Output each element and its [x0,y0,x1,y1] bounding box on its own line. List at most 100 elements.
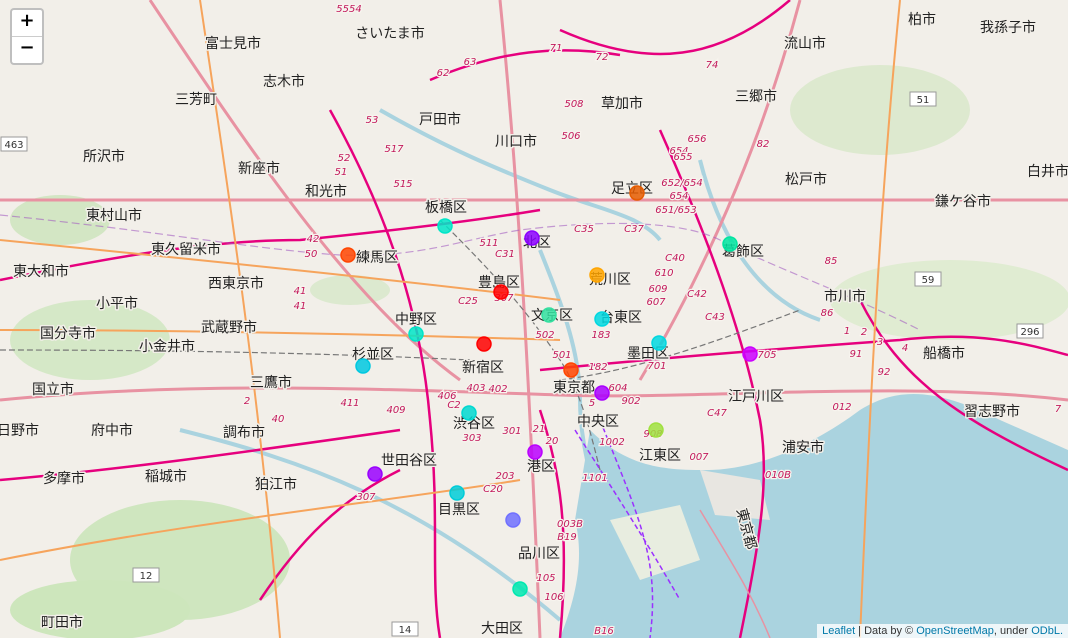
map-circle-marker[interactable] [461,405,477,421]
zoom-out-button[interactable]: − [12,36,42,63]
place-label: 富士見市 [205,35,261,52]
map-circle-marker[interactable] [594,311,610,327]
map-circle-marker[interactable] [651,335,667,351]
place-label: 草加市 [601,95,643,112]
route-number-label: 652/654 [661,178,703,189]
place-label: 東大和市 [13,263,69,280]
place-label: 町田市 [41,614,83,631]
route-number-label: 4 [902,343,908,354]
map-circle-marker[interactable] [563,362,579,378]
route-number-label: 21 [533,424,546,435]
route-shield-label: 463 [4,140,23,151]
place-label: 白井市 [1027,163,1068,180]
place-label: 船橋市 [923,345,965,362]
route-number-label: 607 [646,297,666,308]
place-label: 多摩市 [43,470,85,487]
map-circle-marker[interactable] [629,185,645,201]
map-circle-marker[interactable] [505,512,521,528]
place-label: 日野市 [0,422,39,439]
place-label: 戸田市 [419,111,461,128]
leaflet-link[interactable]: Leaflet [822,625,856,637]
place-label: 板橋区 [425,200,467,216]
place-label: 江東区 [639,448,681,464]
place-label: 志木市 [263,73,305,90]
place-label: さいたま市 [355,25,425,42]
route-shield: 463 [0,136,28,152]
place-label: 狛江市 [255,476,297,493]
route-shield: 14 [391,621,419,637]
place-label: 国分寺市 [40,325,96,342]
place-label: 三芳町 [175,91,217,108]
route-number-label: 517 [384,144,404,155]
map-circle-marker[interactable] [340,247,356,263]
route-number-label: C35 [574,224,594,235]
route-number-label: 5554 [336,4,361,15]
zoom-in-button[interactable]: + [19,10,35,31]
route-number-label: 902 [621,396,640,407]
attribution-under: , under [993,625,1032,637]
map-circle-marker[interactable] [355,358,371,374]
route-number-label: 62 [437,68,450,79]
route-number-label: C47 [707,408,727,419]
map-circle-marker[interactable] [512,581,528,597]
map-circle-marker[interactable] [722,236,738,252]
route-number-label: 303 [462,433,481,444]
place-label: 小平市 [96,295,138,312]
map-circle-marker[interactable] [594,385,610,401]
map-circle-marker[interactable] [367,466,383,482]
map-circle-marker[interactable] [648,422,664,438]
route-number-label: 40 [272,414,285,425]
route-number-label: 203 [495,471,514,482]
route-number-label: 508 [564,99,583,110]
place-label: 練馬区 [356,250,398,266]
route-shield-label: 14 [399,625,412,636]
map-circle-marker[interactable] [493,284,509,300]
route-number-label: 106 [544,592,563,603]
route-number-label: 72 [596,52,609,63]
map-circle-marker[interactable] [524,230,540,246]
map-circle-marker[interactable] [742,346,758,362]
map-circle-marker[interactable] [408,326,424,342]
map-circle-marker[interactable] [589,267,605,283]
place-label: 和光市 [305,183,347,200]
place-label: 中央区 [577,414,619,430]
route-number-label: 402 [488,384,507,395]
route-number-label: 610 [654,268,673,279]
place-label: 調布市 [223,424,265,441]
place-label: 小金井市 [139,338,195,355]
route-number-label: 656 [687,134,706,145]
route-number-label: 409 [386,405,405,416]
place-label: 市川市 [824,288,866,305]
place-label: 東村山市 [86,207,142,224]
route-number-label: 010B [765,470,791,481]
route-number-label: 701 [647,361,666,372]
route-number-label: C31 [495,249,515,260]
place-label: 川口市 [495,133,537,150]
route-number-label: C37 [624,224,644,235]
route-number-label: 7 [1055,404,1062,415]
place-label: 新座市 [238,160,280,177]
route-number-label: 51 [335,167,348,178]
map-circle-marker[interactable] [527,444,543,460]
place-label: 江戸川区 [728,389,784,405]
map-circle-marker[interactable] [476,336,492,352]
route-number-label: 501 [552,350,571,361]
place-label: 新宿区 [462,359,504,376]
place-label: 三郷市 [735,88,777,105]
map-circle-marker[interactable] [541,307,557,323]
map-circle-marker[interactable] [449,485,465,501]
place-label: 我孫子市 [980,19,1036,36]
place-label: 松戸市 [785,171,827,188]
place-label: 流山市 [784,35,826,52]
route-number-label: B19 [557,532,577,543]
route-number-label: 92 [878,367,891,378]
route-shield-label: 12 [140,571,153,582]
place-label: 府中市 [91,422,133,439]
osm-link[interactable]: OpenStreetMap [916,625,994,637]
map-circle-marker[interactable] [437,218,453,234]
route-number-label: 1 [844,326,850,337]
odbl-link[interactable]: ODbL. [1031,625,1063,637]
attribution: Leaflet | Data by © OpenStreetMap, under… [817,624,1068,638]
